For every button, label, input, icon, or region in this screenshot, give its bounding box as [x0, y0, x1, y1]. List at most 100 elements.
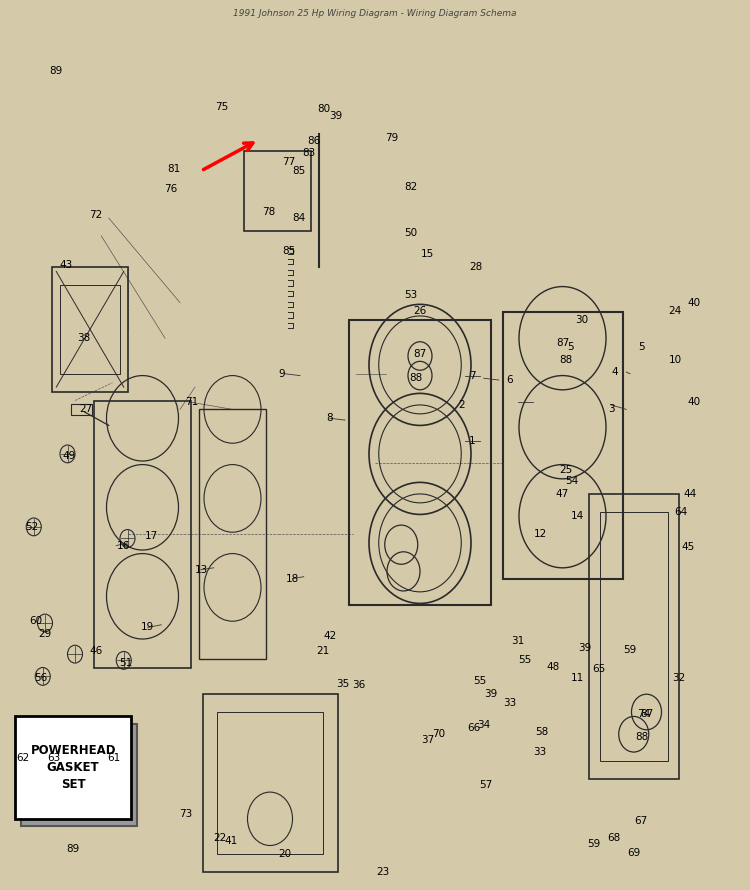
Bar [244, 151, 311, 231]
Text: 20: 20 [278, 849, 292, 860]
Bar [503, 312, 622, 578]
Text: 15: 15 [421, 248, 434, 259]
Text: 56: 56 [34, 673, 48, 684]
Text: 1991 Johnson 25 Hp Wiring Diagram - Wiring Diagram Schema: 1991 Johnson 25 Hp Wiring Diagram - Wiri… [233, 9, 517, 18]
Text: 87: 87 [640, 708, 653, 719]
Text: 65: 65 [592, 664, 605, 675]
Text: 41: 41 [224, 836, 238, 846]
Text: 6: 6 [507, 375, 513, 385]
Text: 76: 76 [164, 183, 178, 194]
Text: 63: 63 [47, 753, 61, 764]
Text: 8: 8 [327, 413, 333, 424]
Bar [199, 409, 266, 659]
Text: 9: 9 [278, 368, 284, 379]
Text: 81: 81 [167, 164, 181, 174]
Text: 70: 70 [432, 729, 445, 740]
Text: 74: 74 [637, 708, 650, 719]
Text: 88: 88 [560, 355, 573, 366]
Text: 16: 16 [117, 540, 130, 551]
Text: 33: 33 [503, 698, 517, 708]
Text: 87: 87 [556, 337, 569, 348]
Text: 67: 67 [634, 815, 648, 826]
Bar [94, 400, 191, 668]
Text: 1: 1 [470, 435, 476, 446]
Text: 35: 35 [336, 678, 350, 689]
Bar [600, 512, 668, 761]
Text: 61: 61 [107, 753, 121, 764]
Text: 13: 13 [194, 564, 208, 575]
Text: 5: 5 [567, 342, 573, 352]
Text: 10: 10 [668, 355, 682, 366]
Bar [349, 320, 491, 605]
Text: 85: 85 [292, 166, 305, 176]
Text: 31: 31 [511, 635, 524, 646]
Text: 14: 14 [571, 511, 584, 522]
Text: 21: 21 [316, 646, 329, 657]
Text: 17: 17 [145, 530, 158, 541]
Text: 50: 50 [404, 228, 418, 239]
Text: 30: 30 [574, 315, 588, 326]
Text: 40: 40 [687, 297, 700, 308]
Text: 89: 89 [50, 66, 63, 77]
Text: 42: 42 [323, 631, 337, 642]
Text: 49: 49 [62, 450, 76, 461]
Text: 46: 46 [89, 646, 103, 657]
Text: 11: 11 [571, 673, 584, 684]
Text: 77: 77 [282, 157, 296, 167]
Bar [15, 716, 131, 819]
Text: 52: 52 [25, 522, 38, 532]
Text: 66: 66 [467, 723, 481, 733]
Text: 23: 23 [376, 867, 389, 878]
Text: 32: 32 [672, 673, 686, 684]
Text: 37: 37 [421, 735, 434, 746]
Text: 78: 78 [262, 206, 275, 217]
Text: 54: 54 [565, 475, 578, 486]
Text: 64: 64 [674, 506, 688, 517]
Bar [70, 404, 92, 415]
Text: 25: 25 [560, 465, 573, 475]
Text: 36: 36 [352, 680, 365, 691]
Text: 80: 80 [317, 103, 331, 114]
Text: 83: 83 [302, 148, 316, 158]
Text: 5: 5 [638, 342, 644, 352]
Text: 18: 18 [286, 573, 299, 584]
Text: 2: 2 [458, 400, 464, 410]
Text: 62: 62 [16, 753, 29, 764]
Text: 3: 3 [608, 404, 614, 415]
Text: 79: 79 [385, 133, 398, 143]
Text: 45: 45 [682, 542, 695, 553]
Text: 53: 53 [404, 290, 418, 301]
Text: 69: 69 [627, 847, 640, 858]
Text: 47: 47 [556, 489, 569, 499]
Text: 88: 88 [410, 373, 423, 384]
Text: 72: 72 [89, 210, 103, 221]
Text: 68: 68 [607, 833, 620, 844]
Text: 39: 39 [329, 110, 343, 121]
Text: 39: 39 [484, 689, 498, 700]
Text: 82: 82 [404, 182, 418, 192]
Text: 29: 29 [38, 628, 52, 639]
Text: 58: 58 [535, 726, 548, 737]
Text: 84: 84 [292, 213, 305, 223]
Text: 71: 71 [184, 397, 198, 408]
Text: 88: 88 [635, 732, 649, 742]
Text: 38: 38 [77, 333, 91, 344]
Bar [60, 285, 120, 374]
Text: 59: 59 [623, 644, 637, 655]
Text: 24: 24 [668, 306, 682, 317]
Text: 55: 55 [518, 655, 532, 666]
Text: 4: 4 [612, 367, 618, 377]
Bar [53, 267, 128, 392]
Text: 26: 26 [413, 306, 427, 317]
Text: 12: 12 [533, 529, 547, 539]
Text: 73: 73 [179, 809, 193, 820]
Text: 27: 27 [80, 404, 93, 415]
Text: 48: 48 [547, 662, 560, 673]
Text: 39: 39 [578, 643, 592, 653]
Text: 75: 75 [214, 101, 228, 112]
Text: 57: 57 [479, 780, 493, 790]
Bar [589, 494, 679, 779]
Text: 40: 40 [687, 397, 700, 408]
Bar [21, 724, 137, 826]
Text: POWERHEAD
GASKET
SET: POWERHEAD GASKET SET [30, 744, 115, 791]
